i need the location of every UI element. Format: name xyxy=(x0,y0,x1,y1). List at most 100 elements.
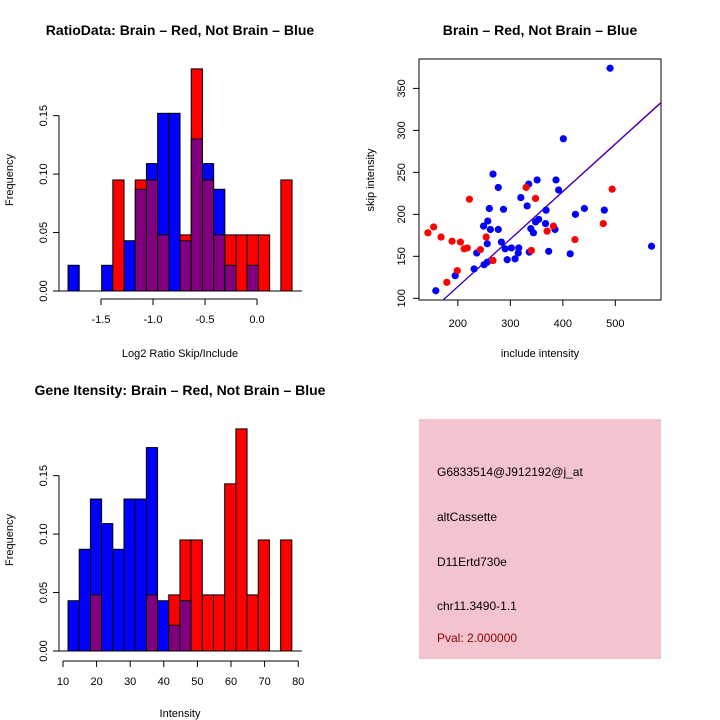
point-not-brain xyxy=(555,186,563,194)
ratio-histogram-title: RatioData: Brain – Red, Not Brain – Blue xyxy=(46,22,315,38)
gene-intensity-histogram: Gene Itensity: Brain – Red, Not Brain – … xyxy=(4,382,326,720)
point-brain xyxy=(443,278,451,286)
bar-overlap xyxy=(246,264,259,292)
gene-name: D11Ertd730e xyxy=(437,555,507,569)
point-brain xyxy=(482,233,490,241)
point-brain xyxy=(430,223,438,231)
bar-brain xyxy=(224,483,237,652)
bar-not-brain xyxy=(134,498,147,652)
bar-overlap xyxy=(145,594,159,652)
x-tick-label: 300 xyxy=(501,318,519,330)
point-brain xyxy=(599,219,607,228)
bar-overlap xyxy=(201,179,215,292)
bar-brain xyxy=(212,594,226,652)
y-tick-label: 0.00 xyxy=(38,640,50,661)
bar-brain xyxy=(235,234,248,292)
point-not-brain xyxy=(552,176,560,184)
event-type: altCassette xyxy=(437,510,497,524)
bar-overlap xyxy=(179,600,192,652)
bar-not-brain xyxy=(157,600,170,652)
point-not-brain xyxy=(489,170,497,178)
ratio-histogram-ylabel: Frequency xyxy=(4,154,16,206)
scatter-xlabel: include intensity xyxy=(501,348,580,360)
bar-overlap xyxy=(168,624,181,652)
bar-brain xyxy=(257,539,270,652)
point-not-brain xyxy=(606,64,614,72)
point-not-brain xyxy=(494,225,502,234)
bar-overlap xyxy=(134,188,147,292)
x-tick-label: 10 xyxy=(57,676,69,688)
x-tick-label: -1.5 xyxy=(92,314,111,326)
y-tick-label: 0.15 xyxy=(38,105,50,126)
y-tick-label: 0.10 xyxy=(38,523,50,544)
bar-overlap xyxy=(213,234,226,292)
chromosome-location: chr11.3490-1.1 xyxy=(437,599,517,613)
point-not-brain xyxy=(523,202,531,210)
bar-brain xyxy=(201,594,214,652)
fit-line-blue xyxy=(442,102,662,301)
bar-not-brain xyxy=(101,523,114,652)
point-not-brain xyxy=(514,249,522,257)
y-tick-label: 250 xyxy=(396,163,408,181)
y-tick-label: 0.15 xyxy=(38,465,50,486)
scatter-ylabel: skip intensity xyxy=(365,148,377,211)
x-tick-label: 40 xyxy=(158,676,170,688)
pval-text: Pval: 2.000000 xyxy=(437,631,517,645)
bar-not-brain xyxy=(78,548,91,652)
x-tick-label: 60 xyxy=(225,676,237,688)
bar-overlap xyxy=(190,138,203,292)
bar-overlap xyxy=(224,264,237,292)
point-not-brain xyxy=(647,242,656,250)
x-tick-label: -1.0 xyxy=(144,314,163,326)
point-not-brain xyxy=(559,135,567,143)
gene-intensity-ylabel: Frequency xyxy=(4,514,16,566)
point-not-brain xyxy=(542,206,550,214)
point-not-brain xyxy=(580,204,588,213)
point-brain xyxy=(527,246,535,255)
bar-not-brain xyxy=(168,112,181,292)
point-brain xyxy=(571,235,579,244)
point-not-brain xyxy=(545,247,553,255)
point-not-brain xyxy=(497,238,506,246)
point-not-brain xyxy=(533,176,541,184)
bar-brain xyxy=(280,539,293,652)
point-brain xyxy=(465,195,473,203)
bar-brain xyxy=(280,179,293,292)
info-panel: G6833514@J912192@j_at altCassette D11Ert… xyxy=(419,419,661,659)
point-not-brain xyxy=(529,229,538,237)
bar-overlap xyxy=(179,240,192,292)
x-tick-label: 50 xyxy=(191,676,203,688)
point-not-brain xyxy=(499,205,508,213)
point-not-brain xyxy=(484,217,492,225)
y-tick-label: 0.05 xyxy=(38,222,50,243)
intensity-scatter: Brain – Red, Not Brain – Blue include in… xyxy=(365,22,662,360)
y-tick-label: 300 xyxy=(396,121,408,139)
probe-id: G6833514@J912192@j_at xyxy=(437,465,583,479)
bar-not-brain xyxy=(123,498,136,652)
x-tick-label: 70 xyxy=(258,676,270,688)
bar-brain xyxy=(235,428,248,652)
x-tick-label: -0.5 xyxy=(196,314,215,326)
point-brain xyxy=(543,227,551,235)
point-brain xyxy=(437,233,445,241)
point-not-brain xyxy=(566,250,574,258)
point-not-brain xyxy=(479,222,488,230)
point-not-brain xyxy=(531,218,540,226)
point-not-brain xyxy=(485,204,493,213)
point-not-brain xyxy=(432,287,440,295)
point-not-brain xyxy=(511,255,519,263)
point-not-brain xyxy=(494,183,502,192)
x-tick-label: 20 xyxy=(90,676,102,688)
point-brain xyxy=(531,194,540,202)
x-tick-label: 80 xyxy=(292,676,304,688)
y-tick-label: 0.05 xyxy=(38,582,50,603)
point-brain xyxy=(424,229,432,237)
x-tick-label: 0.0 xyxy=(249,314,264,326)
bar-brain xyxy=(246,594,259,652)
bar-not-brain xyxy=(112,548,125,652)
bar-overlap xyxy=(89,594,103,652)
point-brain xyxy=(456,238,465,246)
bar-brain xyxy=(190,539,203,652)
x-tick-label: 200 xyxy=(449,318,467,330)
